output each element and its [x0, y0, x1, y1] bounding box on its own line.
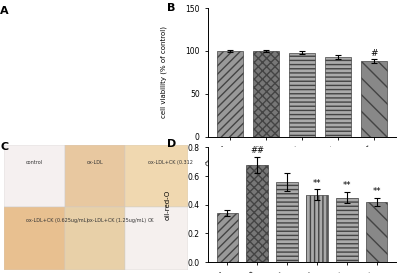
Text: control: control: [26, 160, 43, 165]
Bar: [276, 182, 298, 262]
Text: B: B: [167, 3, 175, 13]
Bar: [65, 145, 126, 207]
Text: CK: CK: [148, 218, 154, 222]
Bar: [361, 61, 388, 136]
Bar: [246, 165, 268, 262]
Bar: [325, 57, 351, 136]
Bar: [336, 198, 358, 262]
Text: **: **: [372, 187, 381, 196]
Bar: [289, 53, 315, 136]
Y-axis label: oil-red-O: oil-red-O: [164, 190, 170, 220]
Bar: [126, 207, 188, 270]
Text: C: C: [0, 142, 8, 152]
Text: CK (ug/mL): CK (ug/mL): [299, 177, 342, 186]
Bar: [366, 202, 388, 262]
Bar: [65, 207, 126, 270]
Text: ox-LDL: ox-LDL: [87, 160, 104, 165]
Text: **: **: [313, 179, 321, 188]
Text: ##: ##: [250, 146, 264, 155]
Bar: [216, 51, 243, 136]
Bar: [306, 195, 328, 262]
Text: #: #: [371, 49, 378, 58]
Bar: [4, 207, 65, 270]
Bar: [216, 213, 238, 262]
Bar: [126, 145, 188, 207]
Text: A: A: [0, 6, 9, 16]
Bar: [253, 51, 279, 136]
Text: ox-LDL+CK (0.625ug/mL): ox-LDL+CK (0.625ug/mL): [26, 218, 88, 222]
Bar: [4, 145, 65, 207]
Text: D: D: [167, 140, 176, 149]
Text: ox-LDL+CK (1.25ug/mL): ox-LDL+CK (1.25ug/mL): [87, 218, 146, 222]
Y-axis label: cell viability (% of control): cell viability (% of control): [160, 26, 167, 118]
Text: ox-LDL+CK (0.312: ox-LDL+CK (0.312: [148, 160, 192, 165]
Text: **: **: [342, 182, 351, 191]
